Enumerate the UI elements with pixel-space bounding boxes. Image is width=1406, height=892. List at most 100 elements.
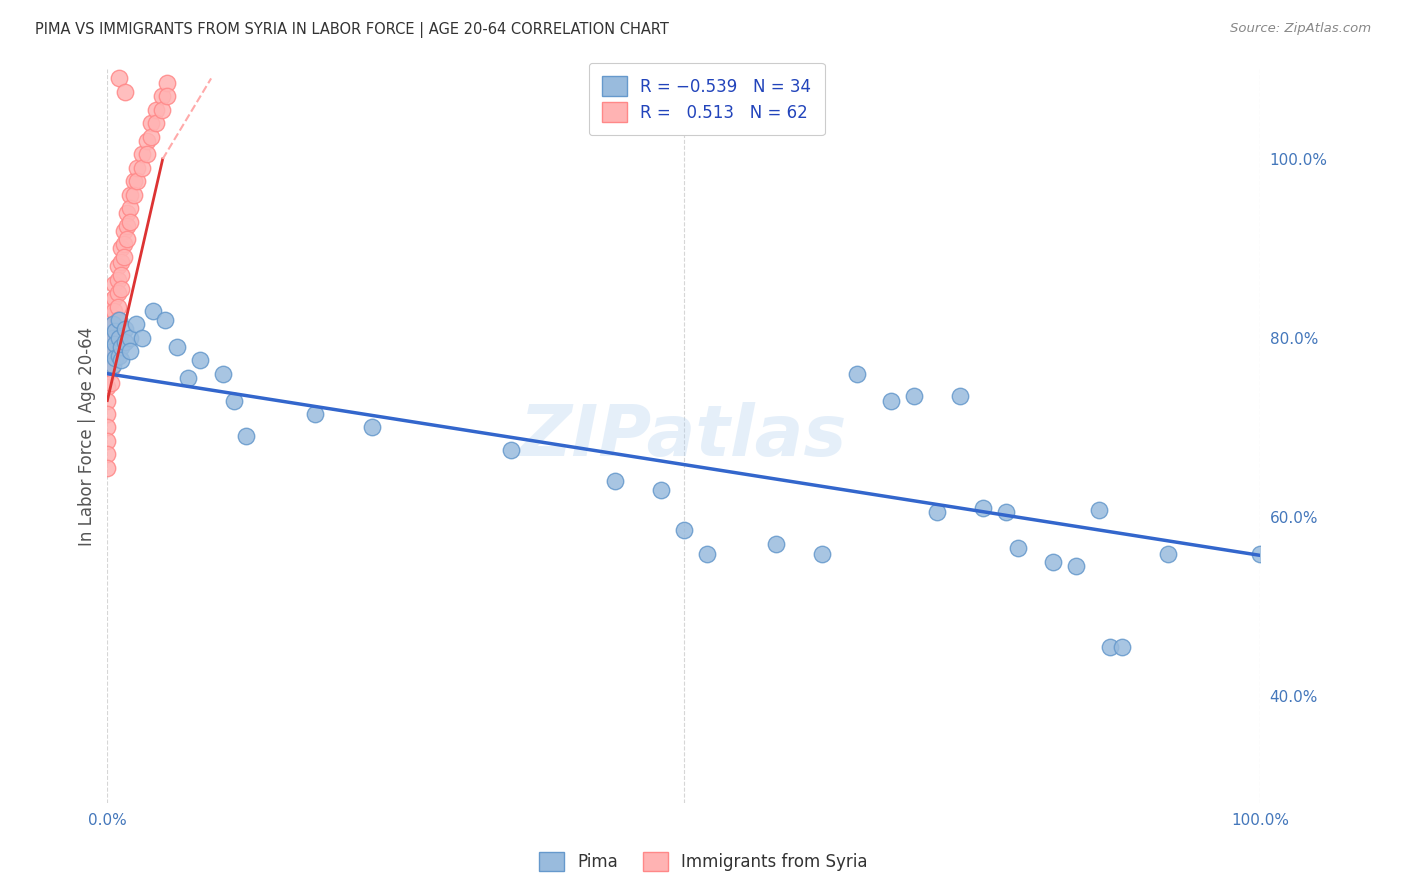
Point <box>107 286 129 301</box>
Point <box>903 389 925 403</box>
Point <box>135 147 157 161</box>
Y-axis label: In Labor Force | Age 20-64: In Labor Force | Age 20-64 <box>79 326 96 546</box>
Point <box>107 273 129 287</box>
Point <box>110 353 132 368</box>
Point <box>224 393 246 408</box>
Point <box>603 474 626 488</box>
Point <box>114 85 136 99</box>
Point <box>107 300 129 314</box>
Point <box>100 295 122 310</box>
Point <box>127 161 149 175</box>
Point <box>112 251 135 265</box>
Point <box>110 255 132 269</box>
Point <box>110 340 132 354</box>
Legend: Pima, Immigrants from Syria: Pima, Immigrants from Syria <box>530 843 876 880</box>
Point <box>765 537 787 551</box>
Point <box>100 376 122 390</box>
Point <box>108 71 131 86</box>
Point <box>107 260 129 274</box>
Point <box>499 442 522 457</box>
Point <box>110 268 132 283</box>
Point <box>125 318 148 332</box>
Point <box>1042 555 1064 569</box>
Point <box>101 358 124 372</box>
Point <box>153 313 176 327</box>
Point <box>104 324 127 338</box>
Point <box>141 129 163 144</box>
Text: ZIPatlas: ZIPatlas <box>520 401 848 471</box>
Point <box>211 367 233 381</box>
Point <box>101 344 124 359</box>
Point <box>112 223 135 237</box>
Point <box>100 322 122 336</box>
Point <box>150 103 173 117</box>
Point <box>156 76 179 90</box>
Point <box>177 371 200 385</box>
Point <box>142 304 165 318</box>
Point <box>131 147 153 161</box>
Text: PIMA VS IMMIGRANTS FROM SYRIA IN LABOR FORCE | AGE 20-64 CORRELATION CHART: PIMA VS IMMIGRANTS FROM SYRIA IN LABOR F… <box>35 22 669 38</box>
Point <box>96 353 118 368</box>
Point <box>995 505 1018 519</box>
Point <box>145 116 167 130</box>
Point <box>1111 640 1133 654</box>
Point <box>100 362 122 376</box>
Point <box>166 340 188 354</box>
Point <box>696 548 718 562</box>
Point <box>103 318 125 332</box>
Point <box>672 524 695 538</box>
Point <box>100 335 122 350</box>
Point <box>1087 502 1109 516</box>
Point <box>108 313 131 327</box>
Point <box>103 291 125 305</box>
Point <box>96 380 118 394</box>
Point <box>100 349 122 363</box>
Point <box>304 407 326 421</box>
Point <box>108 331 131 345</box>
Point <box>141 116 163 130</box>
Point <box>96 367 118 381</box>
Point <box>235 429 257 443</box>
Point <box>1157 548 1180 562</box>
Point <box>108 349 131 363</box>
Point <box>949 389 972 403</box>
Point <box>110 242 132 256</box>
Point <box>122 187 145 202</box>
Point <box>103 344 125 359</box>
Point <box>131 161 153 175</box>
Point <box>131 331 153 345</box>
Point <box>135 134 157 148</box>
Point <box>145 103 167 117</box>
Point <box>112 236 135 251</box>
Point <box>96 420 118 434</box>
Point <box>845 367 868 381</box>
Point <box>96 434 118 448</box>
Point <box>101 318 124 332</box>
Legend: R = −0.539   N = 34, R =   0.513   N = 62: R = −0.539 N = 34, R = 0.513 N = 62 <box>589 63 825 135</box>
Point <box>1249 548 1271 562</box>
Point <box>101 331 124 345</box>
Point <box>103 331 125 345</box>
Point <box>120 344 142 359</box>
Point <box>188 353 211 368</box>
Point <box>107 313 129 327</box>
Point <box>115 232 138 246</box>
Point <box>120 201 142 215</box>
Point <box>103 304 125 318</box>
Point <box>927 505 949 519</box>
Point <box>880 393 903 408</box>
Point <box>96 447 118 461</box>
Point <box>120 214 142 228</box>
Point <box>115 205 138 219</box>
Point <box>103 277 125 292</box>
Point <box>96 407 118 421</box>
Point <box>115 219 138 233</box>
Point <box>120 187 142 202</box>
Point <box>361 420 384 434</box>
Point <box>114 322 136 336</box>
Point <box>127 174 149 188</box>
Point <box>104 351 127 365</box>
Point <box>1099 640 1122 654</box>
Point <box>650 483 672 497</box>
Point <box>96 326 118 341</box>
